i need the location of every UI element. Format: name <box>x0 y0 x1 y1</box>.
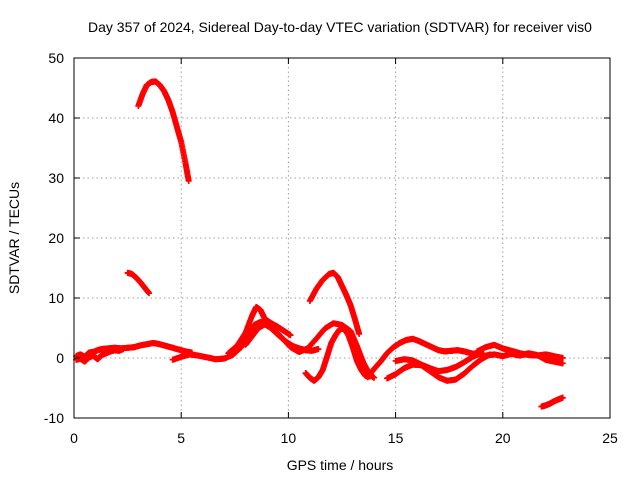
x-tick-label: 0 <box>70 430 78 446</box>
chart-title: Day 357 of 2024, Sidereal Day-to-day VTE… <box>88 19 592 35</box>
data-point <box>559 355 566 361</box>
series-arc-11 <box>392 350 485 375</box>
grid <box>74 58 610 418</box>
series-arc-base-2 <box>73 346 127 365</box>
data-point <box>559 394 566 401</box>
series-arc-high <box>135 78 192 184</box>
data-point <box>315 346 322 352</box>
series-arc-13 <box>482 350 566 367</box>
x-tick-label: 10 <box>281 430 297 446</box>
data-point <box>185 178 192 184</box>
y-tick-label: -10 <box>44 410 64 426</box>
data-point <box>120 346 127 352</box>
data-point <box>559 360 566 367</box>
x-tick-label: 25 <box>602 430 618 446</box>
data-point <box>146 290 153 297</box>
series-arc-5 <box>225 304 294 357</box>
y-tick-label: 0 <box>56 350 64 366</box>
data-point <box>371 374 378 381</box>
y-tick-label: 50 <box>48 50 64 66</box>
y-tick-label: 20 <box>48 230 64 246</box>
series-arc-mid <box>124 269 153 297</box>
x-tick-label: 15 <box>388 430 404 446</box>
x-tick-label: 5 <box>177 430 185 446</box>
y-tick-label: 30 <box>48 170 64 186</box>
axis-ticks: 0 5 10 15 20 25 -10 0 10 20 30 40 50 <box>44 50 618 446</box>
series-arc-8 <box>306 269 363 337</box>
x-tick-label: 20 <box>495 430 511 446</box>
data-point <box>356 331 363 337</box>
x-axis-label: GPS time / hours <box>287 457 394 473</box>
y-axis-label: SDTVAR / TECUs <box>6 182 22 294</box>
y-tick-label: 10 <box>48 290 64 306</box>
data-point <box>287 332 294 339</box>
y-tick-label: 40 <box>48 110 64 126</box>
series-arc-7 <box>302 325 373 384</box>
data-series <box>73 78 566 410</box>
series-arc-14 <box>538 394 566 410</box>
